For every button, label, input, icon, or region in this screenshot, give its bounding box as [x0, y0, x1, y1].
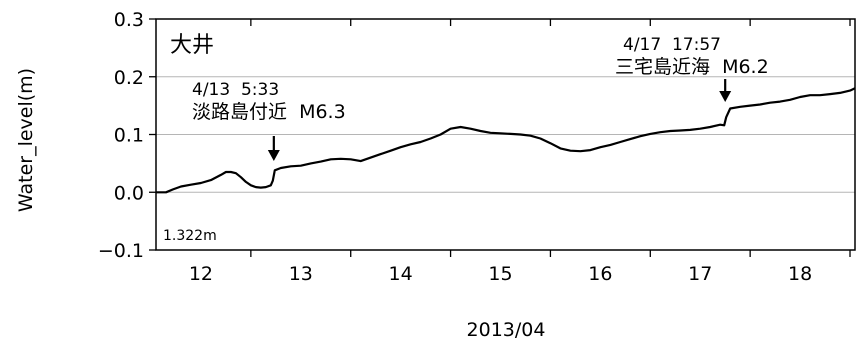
- x-tick-label: 13: [289, 263, 313, 285]
- x-tick-label: 18: [788, 263, 812, 285]
- station-label: 大井: [170, 33, 214, 58]
- y-tick-label: 0.1: [114, 125, 144, 147]
- x-tick-label: 16: [588, 263, 612, 285]
- annotation-time: 4/13 5:33: [192, 80, 279, 100]
- x-axis-title: 2013/04: [467, 319, 546, 341]
- y-axis-title: Water_level(m): [15, 68, 37, 212]
- y-tick-label: −0.1: [98, 240, 144, 262]
- y-tick-label: 0.3: [114, 9, 144, 31]
- water-level-line: [156, 87, 856, 194]
- arrow-down-icon: [719, 91, 732, 102]
- series-layer: [156, 87, 856, 194]
- axis-ticks: [149, 18, 851, 257]
- x-tick-label: 12: [189, 263, 213, 285]
- annotation-time: 4/17 17:57: [623, 35, 721, 55]
- x-tick-label: 15: [488, 263, 512, 285]
- y-tick-label: 0.0: [114, 182, 144, 204]
- annotation-event: 三宅島近海 M6.2: [615, 56, 769, 78]
- baseline-note: 1.322m: [163, 228, 217, 244]
- x-tick-label: 17: [688, 263, 712, 285]
- annotation-event: 淡路島付近 M6.3: [192, 101, 346, 123]
- x-tick-label: 14: [389, 263, 413, 285]
- arrow-down-icon: [267, 150, 280, 161]
- y-tick-label: 0.2: [114, 67, 144, 89]
